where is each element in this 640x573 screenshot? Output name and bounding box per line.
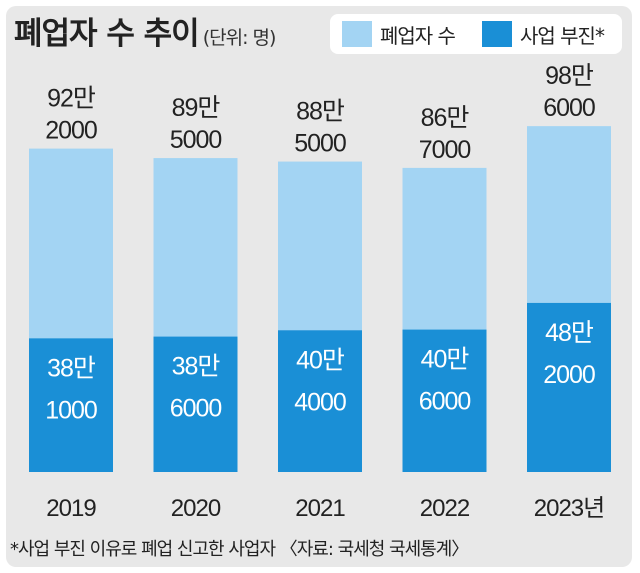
legend-swatch-total (342, 21, 372, 47)
bar-business-slump (527, 302, 611, 472)
total-value-label: 7000 (419, 136, 471, 164)
x-tick-label: 2023년 (534, 495, 604, 522)
chart-title: 폐업자 수 추이 (14, 16, 200, 52)
chart-header: 폐업자 수 추이 (단위: 명) (14, 8, 277, 53)
bar-business-slump (153, 336, 238, 472)
total-value-label: 98만 (545, 62, 594, 90)
total-value-label: 6000 (543, 94, 595, 122)
slump-value-label: 38만 (47, 354, 96, 382)
bar-business-slump (402, 329, 487, 472)
slump-value-label: 4000 (294, 388, 346, 416)
x-tick-label: 2019 (46, 495, 96, 522)
slump-value-label: 6000 (170, 395, 222, 423)
total-value-label: 92만 (47, 85, 96, 113)
slump-value-label: 48만 (545, 319, 594, 347)
legend-label-total: 폐업자 수 (380, 23, 456, 48)
slump-value-label: 40만 (421, 346, 470, 374)
x-tick-label: 2020 (171, 495, 221, 522)
slump-value-label: 38만 (172, 353, 221, 381)
legend-item-slump: 사업 부진* (482, 14, 605, 54)
total-value-label: 5000 (170, 126, 222, 154)
total-value-label: 2000 (45, 117, 97, 145)
x-tick-label: 2021 (295, 495, 345, 522)
total-value-label: 5000 (294, 130, 346, 158)
legend-item-total: 폐업자 수 (342, 14, 456, 54)
bar-business-slump (278, 330, 362, 472)
total-value-label: 88만 (296, 98, 345, 126)
unit-label: (단위: 명) (202, 27, 277, 49)
legend: 폐업자 수 사업 부진* (330, 14, 622, 54)
slump-value-label: 2000 (543, 361, 595, 389)
total-value-label: 86만 (421, 104, 470, 132)
slump-value-label: 6000 (419, 388, 471, 416)
slump-value-label: 40만 (296, 346, 345, 374)
slump-value-label: 1000 (45, 396, 97, 424)
total-value-label: 89만 (172, 94, 221, 122)
bar-business-slump (29, 338, 113, 472)
footnote: *사업 부진 이유로 폐업 신고한 사업자 〈자료: 국세청 국세통계〉 (10, 539, 469, 560)
x-tick-label: 2022 (420, 495, 470, 522)
legend-swatch-slump (482, 21, 512, 47)
legend-label-slump: 사업 부진* (520, 23, 605, 48)
